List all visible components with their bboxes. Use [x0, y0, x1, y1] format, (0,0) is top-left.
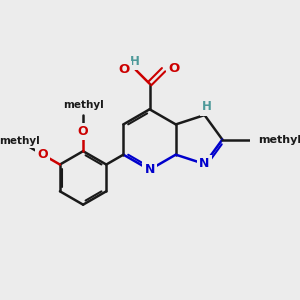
Text: methyl: methyl [0, 136, 40, 146]
Text: O: O [118, 63, 130, 76]
Text: N: N [200, 158, 210, 170]
Text: H: H [202, 100, 212, 113]
Text: H: H [130, 55, 140, 68]
Text: O: O [78, 125, 88, 138]
Text: methyl: methyl [258, 134, 300, 145]
Text: O: O [38, 148, 48, 161]
Text: N: N [144, 163, 155, 176]
Text: methyl: methyl [63, 100, 104, 110]
Text: O: O [168, 62, 179, 75]
